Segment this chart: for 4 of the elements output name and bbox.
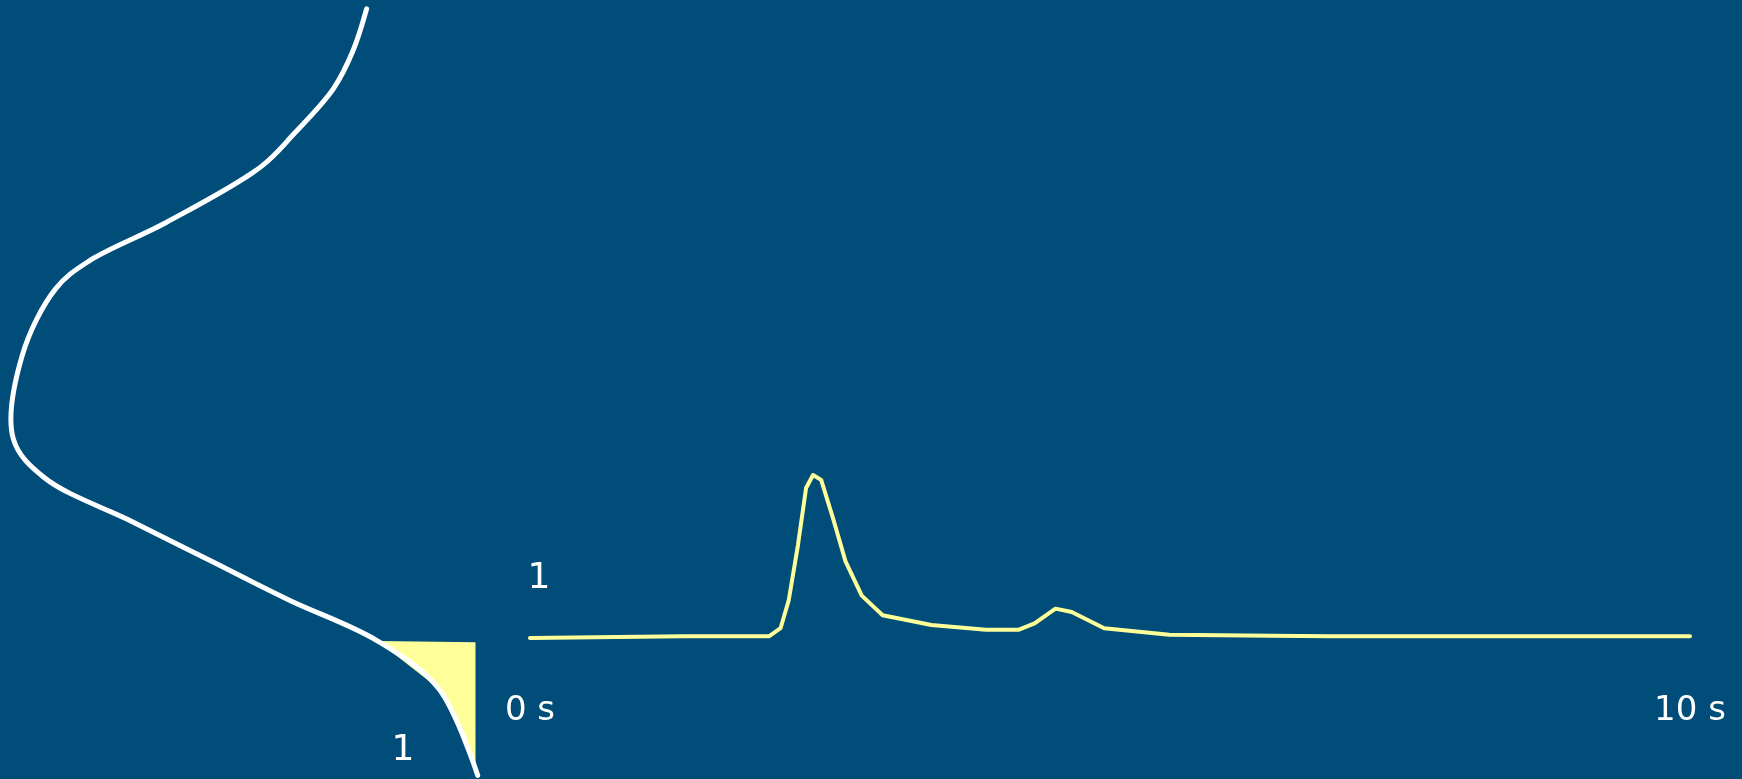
text: 1 (391, 727, 415, 768)
x-tick-label: 0 s (504, 688, 556, 728)
x-tick-label: 10 s (1654, 688, 1726, 728)
annotation: 1 (527, 555, 551, 596)
